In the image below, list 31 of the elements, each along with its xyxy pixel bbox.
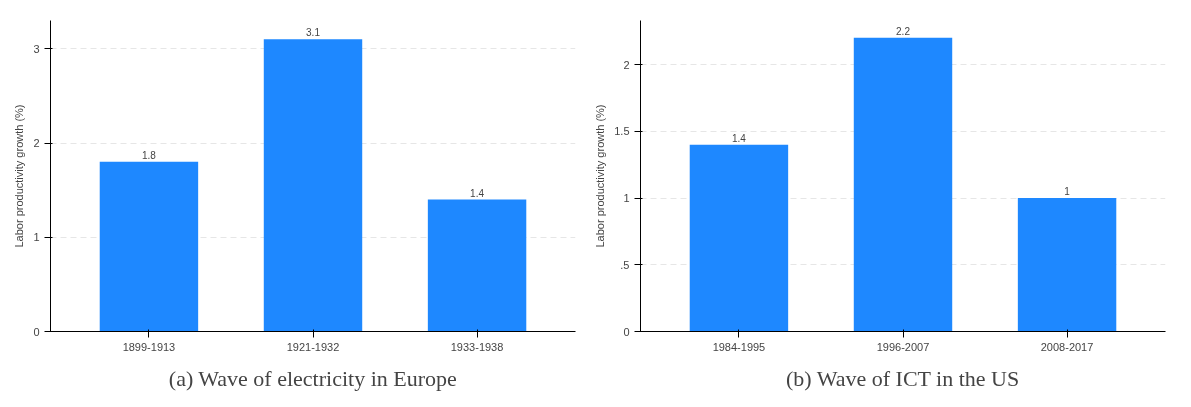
- data-label: 1.4: [731, 132, 747, 144]
- x-tick-label: 1996-2007: [876, 340, 930, 353]
- y-tick-label: 0: [33, 325, 40, 338]
- x-tick-label: 1899-1913: [122, 340, 176, 353]
- x-tick-label: 2008-2017: [1040, 340, 1094, 353]
- data-label: 1.8: [141, 149, 157, 161]
- data-label: 3.1: [306, 27, 321, 39]
- text: (b) Wave of ICT in the US: [785, 365, 1020, 391]
- bar: [99, 161, 199, 332]
- y-tick-label: 2: [623, 58, 630, 71]
- bar: [689, 144, 789, 332]
- y-axis-title: Labor productivity growth (%): [594, 104, 607, 248]
- y-tick-label: 2: [33, 137, 40, 150]
- y-tick-label: 1: [623, 192, 630, 205]
- bar: [427, 199, 527, 332]
- y-axis-title: Labor productivity growth (%): [13, 104, 26, 248]
- data-label: 1.4: [470, 187, 485, 199]
- data-label: 1: [1064, 186, 1071, 198]
- x-tick-label: 1933-1938: [450, 340, 504, 353]
- y-tick-label: 0: [623, 325, 630, 338]
- text: (a) Wave of electricity in Europe: [168, 365, 457, 391]
- y-tick-label: 3: [33, 42, 40, 55]
- bar: [1017, 198, 1117, 332]
- x-tick-label: 1921-1932: [286, 340, 340, 353]
- y-tick-label: 1: [33, 231, 40, 244]
- data-label: 2.2: [896, 25, 911, 37]
- bar: [853, 37, 953, 332]
- x-tick-label: 1984-1995: [712, 340, 766, 353]
- bar: [263, 39, 363, 332]
- y-tick-label: 1.5: [614, 125, 630, 138]
- y-tick-label: .5: [620, 258, 630, 271]
